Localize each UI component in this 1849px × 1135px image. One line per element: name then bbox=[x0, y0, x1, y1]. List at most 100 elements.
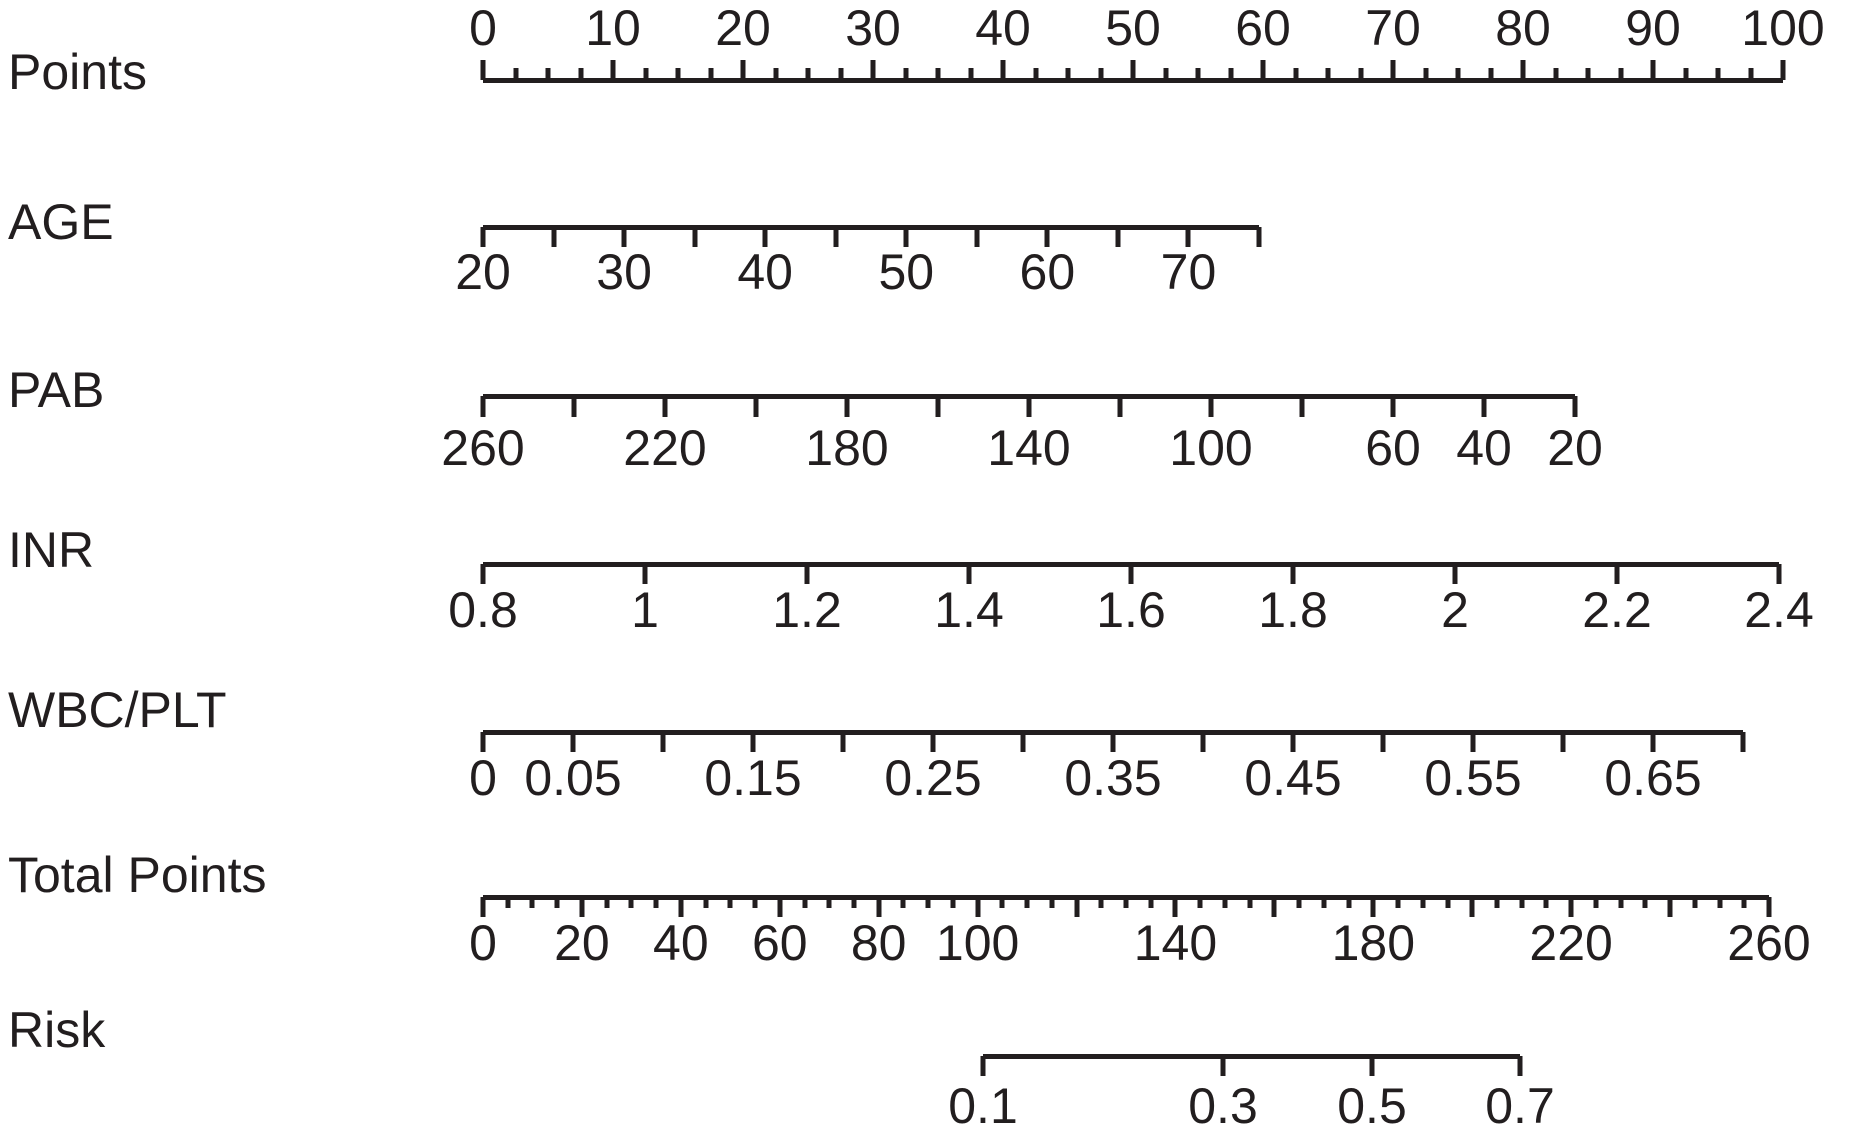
tick-points bbox=[578, 67, 583, 80]
tick-label-pab: 20 bbox=[1547, 420, 1603, 476]
tick-label-wbc-plt: 0.25 bbox=[884, 750, 982, 806]
tick-pab bbox=[1117, 395, 1123, 417]
tick-total-points bbox=[999, 896, 1005, 908]
tick-total-points bbox=[975, 896, 981, 917]
tick-points bbox=[480, 59, 486, 80]
tick-wbc-plt bbox=[1110, 731, 1116, 752]
tick-points bbox=[1130, 59, 1136, 80]
tick-total-points bbox=[604, 896, 610, 908]
tick-total-points bbox=[554, 896, 560, 908]
tick-label-points: 40 bbox=[975, 0, 1031, 56]
axis-line-points bbox=[483, 77, 1783, 83]
tick-label-points: 100 bbox=[1741, 0, 1825, 56]
tick-label-age: 50 bbox=[878, 244, 935, 300]
tick-total-points bbox=[1469, 896, 1475, 917]
tick-wbc-plt bbox=[1200, 731, 1206, 752]
tick-wbc-plt bbox=[1560, 731, 1566, 752]
tick-points bbox=[1065, 67, 1071, 80]
axis-title-wbc-plt: WBC/PLT bbox=[8, 682, 227, 738]
tick-label-total-points: 260 bbox=[1727, 915, 1811, 971]
tick-total-points bbox=[1667, 896, 1673, 917]
tick-label-inr: 2 bbox=[1441, 582, 1469, 638]
tick-total-points bbox=[1370, 896, 1376, 917]
tick-age bbox=[762, 226, 768, 247]
tick-total-points bbox=[1543, 896, 1549, 908]
tick-age bbox=[551, 226, 557, 247]
tick-points bbox=[1585, 67, 1591, 80]
tick-label-points: 60 bbox=[1235, 0, 1291, 56]
tick-total-points bbox=[950, 896, 956, 908]
tick-total-points bbox=[1692, 896, 1698, 908]
tick-wbc-plt bbox=[1380, 731, 1386, 752]
tick-label-inr: 1.2 bbox=[772, 582, 842, 638]
tick-total-points bbox=[1123, 896, 1129, 908]
tick-points bbox=[838, 67, 843, 80]
tick-total-points bbox=[1321, 896, 1327, 908]
tick-total-points bbox=[1420, 896, 1426, 908]
tick-label-pab: 40 bbox=[1456, 420, 1512, 476]
tick-total-points bbox=[1346, 896, 1352, 908]
tick-wbc-plt bbox=[840, 731, 846, 752]
tick-points bbox=[773, 67, 778, 80]
tick-label-wbc-plt: 0.45 bbox=[1244, 750, 1342, 806]
tick-total-points bbox=[876, 896, 882, 917]
tick-points bbox=[1358, 67, 1363, 80]
tick-total-points bbox=[529, 896, 535, 908]
axis-title-age: AGE bbox=[8, 194, 114, 250]
tick-risk bbox=[1517, 1055, 1523, 1076]
tick-total-points bbox=[777, 896, 783, 917]
tick-label-total-points: 20 bbox=[554, 915, 610, 971]
tick-label-pab: 220 bbox=[623, 420, 707, 476]
tick-pab bbox=[571, 395, 577, 417]
tick-pab bbox=[1481, 395, 1487, 417]
tick-label-inr: 1.6 bbox=[1096, 582, 1166, 638]
axis-title-inr: INR bbox=[8, 522, 95, 578]
tick-label-points: 20 bbox=[715, 0, 771, 56]
tick-points bbox=[1650, 59, 1656, 80]
tick-inr bbox=[480, 563, 486, 584]
tick-points bbox=[1260, 59, 1266, 80]
tick-wbc-plt bbox=[570, 731, 576, 752]
tick-total-points bbox=[925, 896, 931, 908]
tick-risk bbox=[1220, 1055, 1226, 1076]
tick-total-points bbox=[1395, 896, 1401, 908]
tick-points bbox=[1098, 67, 1103, 80]
tick-label-total-points: 220 bbox=[1529, 915, 1613, 971]
tick-total-points bbox=[1148, 896, 1154, 908]
tick-points bbox=[1390, 59, 1396, 80]
tick-total-points bbox=[1766, 896, 1772, 917]
tick-label-age: 70 bbox=[1160, 244, 1217, 300]
tick-label-wbc-plt: 0.55 bbox=[1424, 750, 1522, 806]
axis-title-risk: Risk bbox=[8, 1002, 106, 1058]
tick-inr bbox=[804, 563, 810, 584]
tick-points bbox=[935, 67, 941, 80]
tick-label-age: 60 bbox=[1019, 244, 1076, 300]
tick-points bbox=[903, 67, 908, 80]
tick-total-points bbox=[826, 896, 832, 908]
tick-points bbox=[545, 67, 551, 80]
tick-total-points bbox=[802, 896, 807, 908]
tick-label-wbc-plt: 0.15 bbox=[704, 750, 802, 806]
tick-total-points bbox=[703, 896, 709, 908]
tick-label-points: 70 bbox=[1365, 0, 1421, 56]
tick-total-points bbox=[1445, 896, 1450, 908]
tick-points bbox=[1488, 67, 1493, 80]
tick-points bbox=[1423, 67, 1428, 80]
tick-label-wbc-plt: 0.05 bbox=[524, 750, 622, 806]
tick-points bbox=[1683, 67, 1688, 80]
tick-total-points bbox=[1741, 896, 1747, 908]
axis-title-points: Points bbox=[8, 44, 147, 100]
tick-label-points: 90 bbox=[1625, 0, 1681, 56]
tick-pab bbox=[662, 395, 668, 417]
tick-label-wbc-plt: 0.35 bbox=[1064, 750, 1162, 806]
tick-pab bbox=[935, 395, 941, 417]
tick-age bbox=[1044, 226, 1050, 247]
tick-label-total-points: 40 bbox=[653, 915, 709, 971]
tick-age bbox=[1115, 226, 1121, 247]
tick-inr bbox=[1614, 563, 1620, 584]
tick-wbc-plt bbox=[750, 731, 756, 752]
tick-points bbox=[1228, 67, 1233, 80]
tick-total-points bbox=[1074, 896, 1080, 917]
tick-points bbox=[610, 59, 616, 80]
tick-label-total-points: 100 bbox=[935, 915, 1020, 971]
